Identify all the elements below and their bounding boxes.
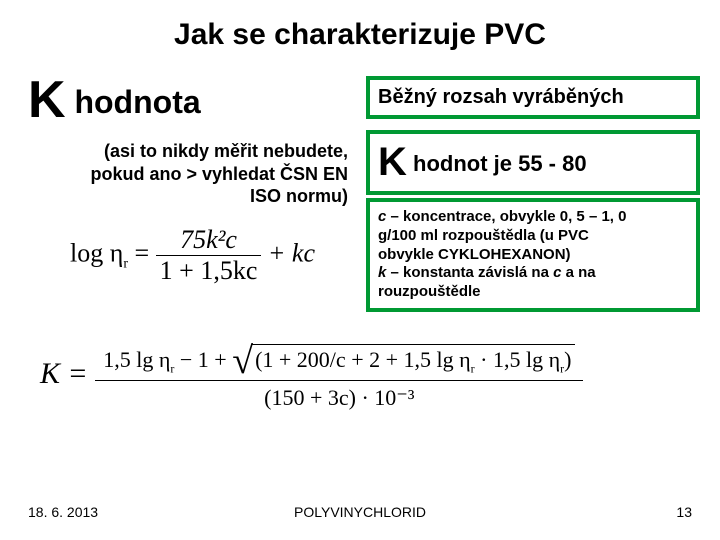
left-column: K hodnota (asi to nikdy měřit nebudete, … <box>28 70 348 208</box>
range-box-line2: K hodnot je 55 - 80 <box>366 130 700 195</box>
formula-k-value: K = 1,5 lg ηr − 1 + √(1 + 200/c + 2 + 1,… <box>40 340 690 415</box>
range-text: hodnot je 55 - 80 <box>407 151 587 176</box>
big-k-letter: K <box>378 140 407 184</box>
formula-log-eta: log ηr = 75k²c 1 + 1,5kc + kc <box>70 225 350 286</box>
note-line: (asi to nikdy měřit nebudete, <box>28 140 348 163</box>
def-line: obvykle CYKLOHEXANON) <box>378 246 688 265</box>
note-line: ISO normu) <box>28 185 348 208</box>
def-line: k – konstanta závislá na c a na <box>378 264 688 283</box>
footer-title: POLYVINYCHLORID <box>0 504 720 520</box>
k-hodnota-heading: K hodnota <box>28 70 348 130</box>
def-line: g/100 ml rozpouštědla (u PVC <box>378 227 688 246</box>
footer-page-number: 13 <box>676 504 692 520</box>
hodnota-text: hodnota <box>66 84 201 120</box>
definitions-box: c – koncentrace, obvykle 0, 5 – 1, 0 g/1… <box>366 198 700 312</box>
def-line: c – koncentrace, obvykle 0, 5 – 1, 0 <box>378 208 688 227</box>
range-box-line1: Běžný rozsah vyráběných <box>366 76 700 119</box>
measurement-note: (asi to nikdy měřit nebudete, pokud ano … <box>28 140 348 208</box>
note-line: pokud ano > vyhledat ČSN EN <box>28 163 348 186</box>
def-line: rouzpouštědle <box>378 283 688 302</box>
big-k-letter: K <box>28 71 66 129</box>
slide-title: Jak se charakterizuje PVC <box>0 0 720 52</box>
